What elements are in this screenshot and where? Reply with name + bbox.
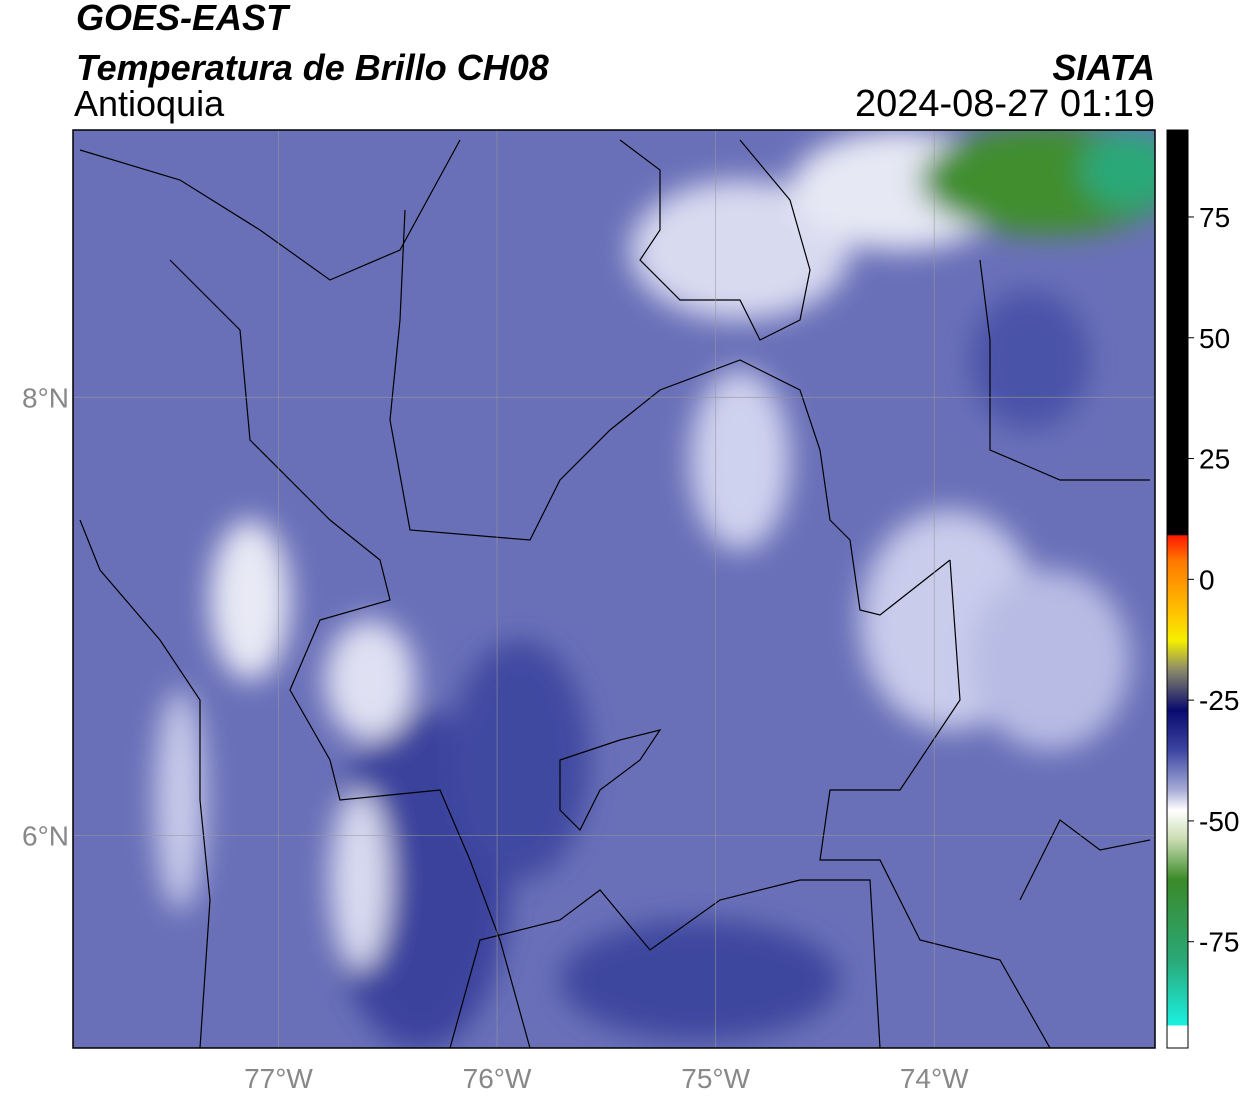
- colorbar-tick-label: 0: [1199, 564, 1215, 595]
- x-tick-label: 74°W: [900, 1063, 969, 1094]
- source: SIATA: [1052, 47, 1155, 88]
- timestamp: 2024-08-27 01:19: [855, 83, 1155, 125]
- colorbar-tick-label: -25: [1199, 685, 1239, 716]
- colorbar-tick-label: -50: [1199, 806, 1239, 837]
- grid: [73, 130, 1155, 1048]
- title: GOES-EAST: [76, 0, 291, 38]
- map-image: [73, 130, 1155, 1048]
- colorbar-tick-label: -75: [1199, 927, 1239, 958]
- colorbar-tick-label: 50: [1199, 323, 1230, 354]
- y-tick-label: 6°N: [22, 820, 69, 851]
- subtitle: Antioquia: [74, 83, 225, 124]
- title: Temperatura de Brillo CH08: [76, 47, 549, 88]
- x-tick-label: 77°W: [244, 1063, 313, 1094]
- y-tick-label: 8°N: [22, 382, 69, 413]
- x-tick-label: 75°W: [681, 1063, 750, 1094]
- colorbar-tick-label: 25: [1199, 444, 1230, 475]
- colorbar-tick-label: 75: [1199, 202, 1230, 233]
- x-tick-label: 76°W: [463, 1063, 532, 1094]
- colorbar: [1166, 129, 1189, 1049]
- map-frame: [72, 129, 1156, 1049]
